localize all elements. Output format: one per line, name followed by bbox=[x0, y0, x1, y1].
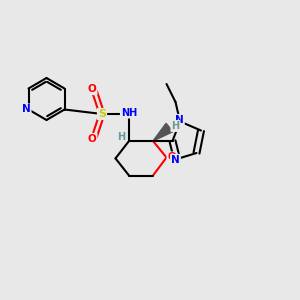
Polygon shape bbox=[153, 123, 173, 141]
Text: S: S bbox=[98, 109, 106, 119]
Text: N: N bbox=[175, 115, 184, 125]
Text: NH: NH bbox=[121, 107, 137, 118]
Text: H: H bbox=[171, 121, 180, 131]
Text: O: O bbox=[88, 84, 97, 94]
Text: H: H bbox=[117, 131, 126, 142]
Text: O: O bbox=[88, 134, 97, 144]
Text: N: N bbox=[171, 155, 180, 165]
Text: N: N bbox=[22, 104, 31, 115]
Text: O: O bbox=[167, 152, 176, 163]
